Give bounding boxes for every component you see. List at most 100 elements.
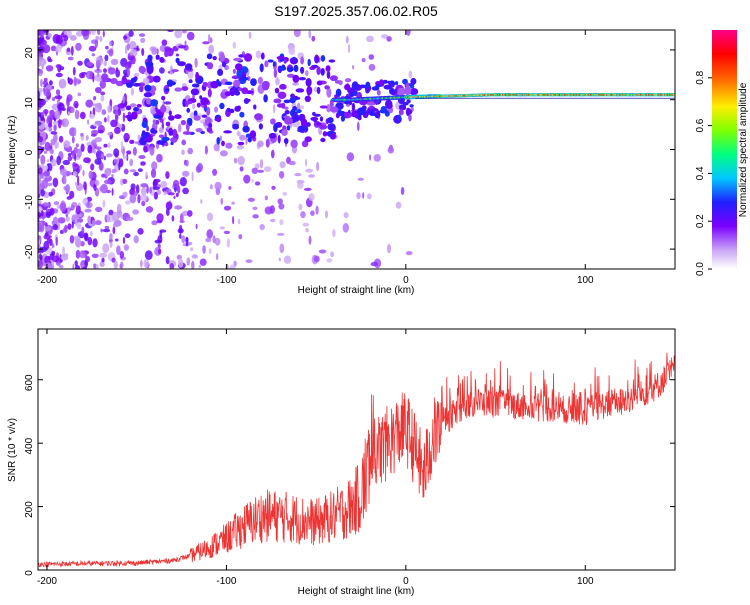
band-blob: [224, 81, 233, 86]
noise-blob: [271, 149, 275, 159]
noise-blob: [115, 69, 121, 78]
noise-blob: [237, 218, 241, 225]
band-blob: [349, 92, 355, 97]
noise-blob: [111, 188, 114, 196]
band-blob: [217, 68, 224, 76]
noise-blob: [133, 72, 140, 77]
noise-blob: [159, 229, 163, 239]
noise-blob: [113, 260, 118, 269]
noise-blob: [156, 153, 163, 163]
band-blob: [405, 82, 410, 88]
band-blob: [356, 107, 366, 116]
noise-blob: [93, 183, 97, 191]
noise-blob: [40, 154, 46, 165]
noise-blob: [129, 188, 136, 196]
noise-blob: [92, 103, 98, 107]
noise-blob: [153, 191, 158, 200]
noise-blob: [62, 159, 70, 166]
noise-blob: [273, 104, 276, 114]
band-blob: [174, 114, 182, 119]
noise-blob: [357, 121, 360, 132]
band-blob: [219, 102, 225, 110]
noise-blob: [310, 210, 315, 216]
noise-blob: [107, 142, 111, 149]
noise-blob: [366, 35, 374, 43]
band-blob: [182, 131, 192, 135]
band-blob: [177, 61, 186, 67]
noise-blob: [90, 163, 95, 171]
noise-blob: [278, 257, 281, 262]
noise-blob: [107, 67, 116, 75]
noise-blob: [81, 30, 90, 37]
noise-blob: [46, 159, 50, 163]
noise-blob: [133, 171, 140, 177]
noise-blob: [206, 212, 214, 222]
noise-blob: [107, 114, 110, 123]
noise-blob: [343, 212, 349, 219]
noise-blob: [137, 168, 143, 173]
noise-blob: [226, 263, 229, 269]
noise-blob: [55, 236, 58, 246]
noise-blob: [106, 213, 110, 223]
band-blob: [193, 110, 198, 117]
band-blob: [306, 122, 311, 127]
noise-blob: [134, 141, 141, 145]
noise-blob: [130, 87, 134, 96]
noise-blob: [298, 203, 303, 211]
noise-blob: [88, 170, 94, 180]
noise-blob: [149, 186, 153, 194]
noise-blob: [167, 192, 175, 196]
band-blob: [237, 87, 243, 91]
snr-x-tick-label: 0: [403, 576, 409, 587]
band-blob: [129, 139, 135, 144]
noise-blob: [220, 150, 228, 157]
noise-blob: [247, 75, 251, 82]
noise-blob: [178, 45, 186, 49]
noise-blob: [84, 208, 92, 213]
spectrogram-x-tick-label: 0: [403, 275, 409, 286]
noise-blob: [38, 56, 44, 62]
noise-blob: [67, 223, 72, 230]
noise-blob: [59, 168, 68, 176]
noise-blob: [77, 80, 81, 84]
band-blob: [282, 125, 287, 131]
noise-blob: [308, 30, 312, 39]
noise-blob: [47, 115, 54, 121]
noise-blob: [245, 259, 253, 264]
noise-blob: [153, 178, 161, 183]
noise-blob: [269, 205, 275, 214]
colorbar-tick-label: 0.0: [695, 262, 706, 276]
band-blob: [125, 105, 132, 111]
band-blob: [281, 64, 286, 69]
noise-blob: [264, 195, 268, 201]
band-blob: [319, 116, 324, 122]
colorbar-tick-label: 0.4: [695, 166, 706, 180]
noise-blob: [122, 191, 128, 198]
noise-blob: [239, 166, 244, 172]
noise-blob: [123, 132, 130, 142]
band-blob: [277, 91, 287, 100]
noise-blob: [53, 201, 60, 206]
band-blob: [284, 138, 289, 145]
noise-blob: [95, 87, 102, 94]
band-blob: [150, 127, 156, 134]
noise-blob: [184, 40, 187, 46]
band-blob: [265, 138, 270, 148]
noise-blob: [109, 78, 118, 84]
noise-blob: [40, 30, 44, 39]
noise-blob: [179, 233, 182, 239]
noise-blob: [386, 36, 392, 42]
noise-blob: [237, 155, 245, 166]
band-blob: [383, 84, 392, 90]
noise-blob: [143, 258, 149, 268]
noise-blob: [145, 206, 154, 213]
noise-blob: [102, 199, 106, 208]
noise-blob: [113, 158, 118, 164]
noise-blob: [95, 35, 100, 41]
noise-blob: [55, 45, 62, 53]
noise-blob: [347, 43, 351, 54]
noise-blob: [325, 210, 328, 219]
band-blob: [300, 118, 308, 127]
noise-blob: [194, 58, 198, 68]
noise-blob: [43, 88, 51, 97]
